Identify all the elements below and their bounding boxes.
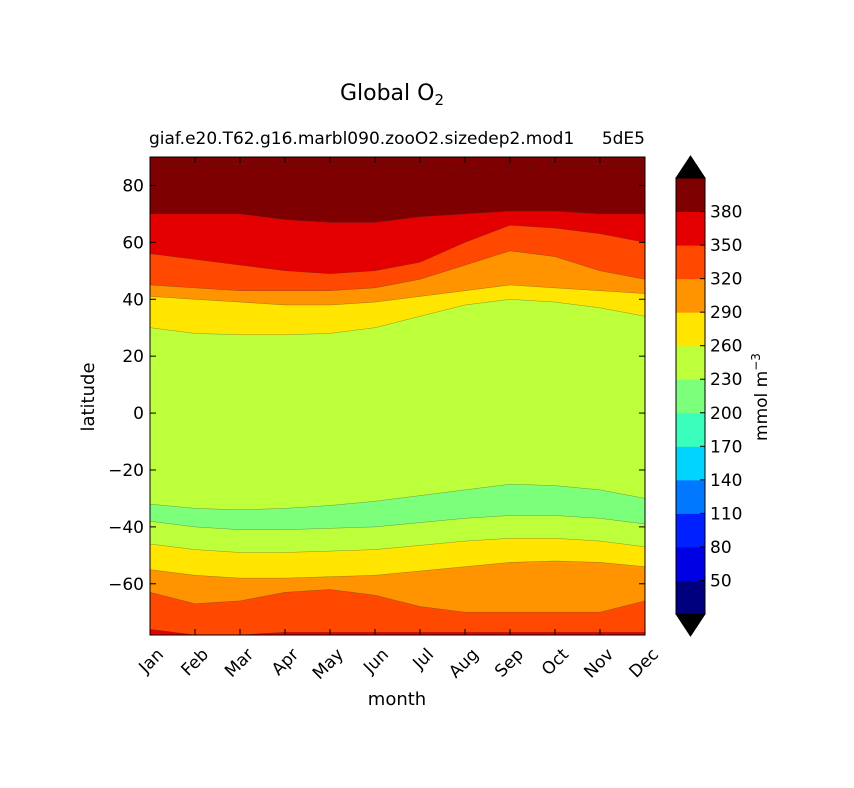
colorbar-segment — [676, 178, 705, 213]
colorbar-label: mmol m−3 — [749, 353, 772, 441]
colorbar-segment — [676, 412, 705, 447]
band-320-350-south — [150, 589, 645, 635]
colorbar-segment — [676, 546, 705, 581]
y-tick-label: −20 — [108, 461, 144, 481]
colorbar-segment — [676, 312, 705, 347]
x-tick-label: May — [309, 645, 348, 684]
colorbar-tick-label: 290 — [710, 303, 742, 323]
x-tick-label: Mar — [221, 645, 258, 682]
plot-frame — [149, 156, 646, 636]
x-tick-label: Jun — [359, 645, 393, 679]
x-axis-label: month — [368, 689, 426, 710]
x-tick-label: Aug — [445, 645, 483, 683]
colorbar-tick-label: 80 — [710, 538, 732, 558]
colorbar-segment — [676, 479, 705, 514]
chart-title-subscript: 2 — [434, 91, 444, 109]
y-tick-label: 20 — [122, 347, 144, 367]
colorbar-segment — [676, 345, 705, 380]
x-tick-label: Oct — [538, 645, 573, 680]
x-tick-label: Apr — [268, 645, 303, 680]
colorbar-tick-label: 320 — [710, 270, 742, 290]
colorbar-tick-label: 140 — [710, 471, 742, 491]
colorbar-segment — [676, 245, 705, 280]
colorbar-segment — [676, 446, 705, 481]
y-tick-label: 0 — [133, 404, 144, 424]
x-tick-label: Dec — [626, 645, 663, 682]
chart-title: Global O2 — [340, 81, 444, 109]
colorbar-tick-label: 230 — [710, 370, 742, 390]
colorbar-segment — [676, 278, 705, 313]
y-tick-label: 40 — [122, 290, 144, 310]
colorbar-tick-label: 200 — [710, 404, 742, 424]
colorbar-tick-label: 50 — [710, 571, 732, 591]
colorbar-frame — [675, 177, 706, 615]
x-tick-label: Feb — [178, 645, 213, 680]
y-tick-label: −60 — [108, 575, 144, 595]
colorbar-segment — [676, 513, 705, 548]
y-tick-label: 60 — [122, 233, 144, 253]
x-tick-label: Jul — [409, 645, 438, 674]
colorbar-tick-label: 260 — [710, 337, 742, 357]
x-tick-label: Nov — [580, 645, 618, 683]
y-tick-label: 80 — [122, 176, 144, 196]
colorbar-segment — [676, 211, 705, 246]
x-tick-label: Sep — [491, 645, 528, 682]
colorbar-label-superscript: −3 — [749, 353, 763, 371]
colorbar-segment — [676, 580, 705, 615]
colorbar-segment — [676, 379, 705, 414]
colorbar-tick-label: 110 — [710, 504, 742, 524]
band-350-380-south — [150, 629, 645, 635]
x-tick-label: Jan — [135, 645, 168, 678]
colorbar-extend-low — [675, 613, 706, 637]
colorbar-tick-label: 350 — [710, 236, 742, 256]
colorbar-tick-label: 170 — [710, 437, 742, 457]
y-tick-label: −40 — [108, 518, 144, 538]
colorbar-tick-label: 380 — [710, 203, 742, 223]
colorbar-extend-high — [675, 155, 706, 179]
y-axis-label: latitude — [78, 362, 99, 431]
chart-subtitle-case: 5dE5 — [602, 129, 645, 149]
chart-subtitle-run: giaf.e20.T62.g16.marbl090.zooO2.sizedep2… — [149, 129, 574, 149]
